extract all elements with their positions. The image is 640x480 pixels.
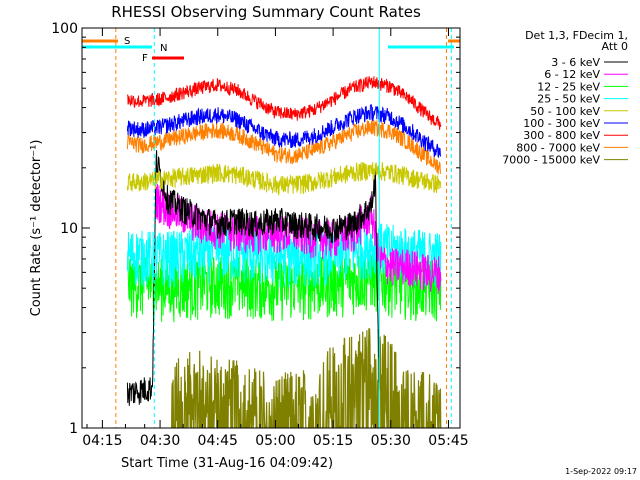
data-layer — [126, 76, 442, 428]
y-tick-label: 10 — [60, 221, 78, 237]
series-6 — [126, 103, 442, 159]
axes-layer: 04:15 04:30 04:45 05:00 05:15 05:30 05:45 1 10 10… — [51, 21, 468, 449]
x-tick-label: 04:45 — [198, 433, 238, 449]
series-line-3 — [126, 250, 442, 323]
series-line-7 — [126, 76, 442, 130]
legend-label-2: 6 - 12 keV — [544, 68, 600, 81]
series-line-9 — [171, 328, 442, 428]
legend-label-4: 25 - 50 keV — [537, 93, 600, 106]
x-tick-label: 05:00 — [255, 433, 295, 449]
series-line-5 — [126, 161, 442, 196]
series-4 — [126, 223, 442, 288]
series-2 — [155, 183, 442, 295]
series-line-8 — [126, 119, 442, 175]
series-line-1 — [126, 150, 380, 406]
series-line-4 — [126, 223, 442, 288]
y-axis-title: Count Rate (s⁻¹ detector⁻¹) — [29, 140, 44, 317]
legend-label-7: 300 - 800 keV — [523, 129, 600, 142]
generation-timestamp: 1-Sep-2022 09:17 — [565, 467, 637, 476]
x-axis-title: Start Time (31-Aug-16 04:09:42) — [121, 456, 333, 471]
legend-label-6: 100 - 300 keV — [523, 117, 600, 130]
marker-label-f: F — [142, 53, 148, 64]
y-tick-label: 100 — [51, 21, 78, 37]
marker-label-s: S — [124, 36, 130, 47]
x-tick-label: 05:30 — [371, 433, 411, 449]
series-9 — [171, 328, 442, 428]
x-tick-label: 04:15 — [82, 433, 122, 449]
series-3 — [126, 250, 442, 323]
legend-title-line-2: Att 0 — [602, 40, 628, 53]
y-tick-label: 1 — [69, 421, 78, 437]
legend-label-9: 7000 - 15000 keV — [502, 154, 600, 167]
series-1 — [126, 150, 380, 406]
legend-label-3: 12 - 25 keV — [537, 80, 600, 93]
series-7 — [126, 76, 442, 130]
chart-title: RHESSI Observing Summary Count Rates — [111, 3, 421, 21]
series-5 — [126, 161, 442, 196]
legend-label-1: 3 - 6 keV — [551, 56, 600, 69]
marker-layer: S N F — [82, 28, 460, 428]
x-tick-label: 04:30 — [140, 433, 180, 449]
x-tick-label: 05:45 — [428, 433, 468, 449]
x-tick-label: 05:15 — [313, 433, 353, 449]
series-line-2 — [155, 183, 442, 295]
series-8 — [126, 119, 442, 175]
series-line-6 — [126, 103, 442, 159]
legend-label-8: 800 - 7000 keV — [516, 141, 600, 154]
legend-label-5: 50 - 100 keV — [530, 105, 600, 118]
legend-title-line-1: Det 1,3, FDecim 1, — [525, 29, 628, 42]
marker-label-n: N — [160, 43, 167, 54]
